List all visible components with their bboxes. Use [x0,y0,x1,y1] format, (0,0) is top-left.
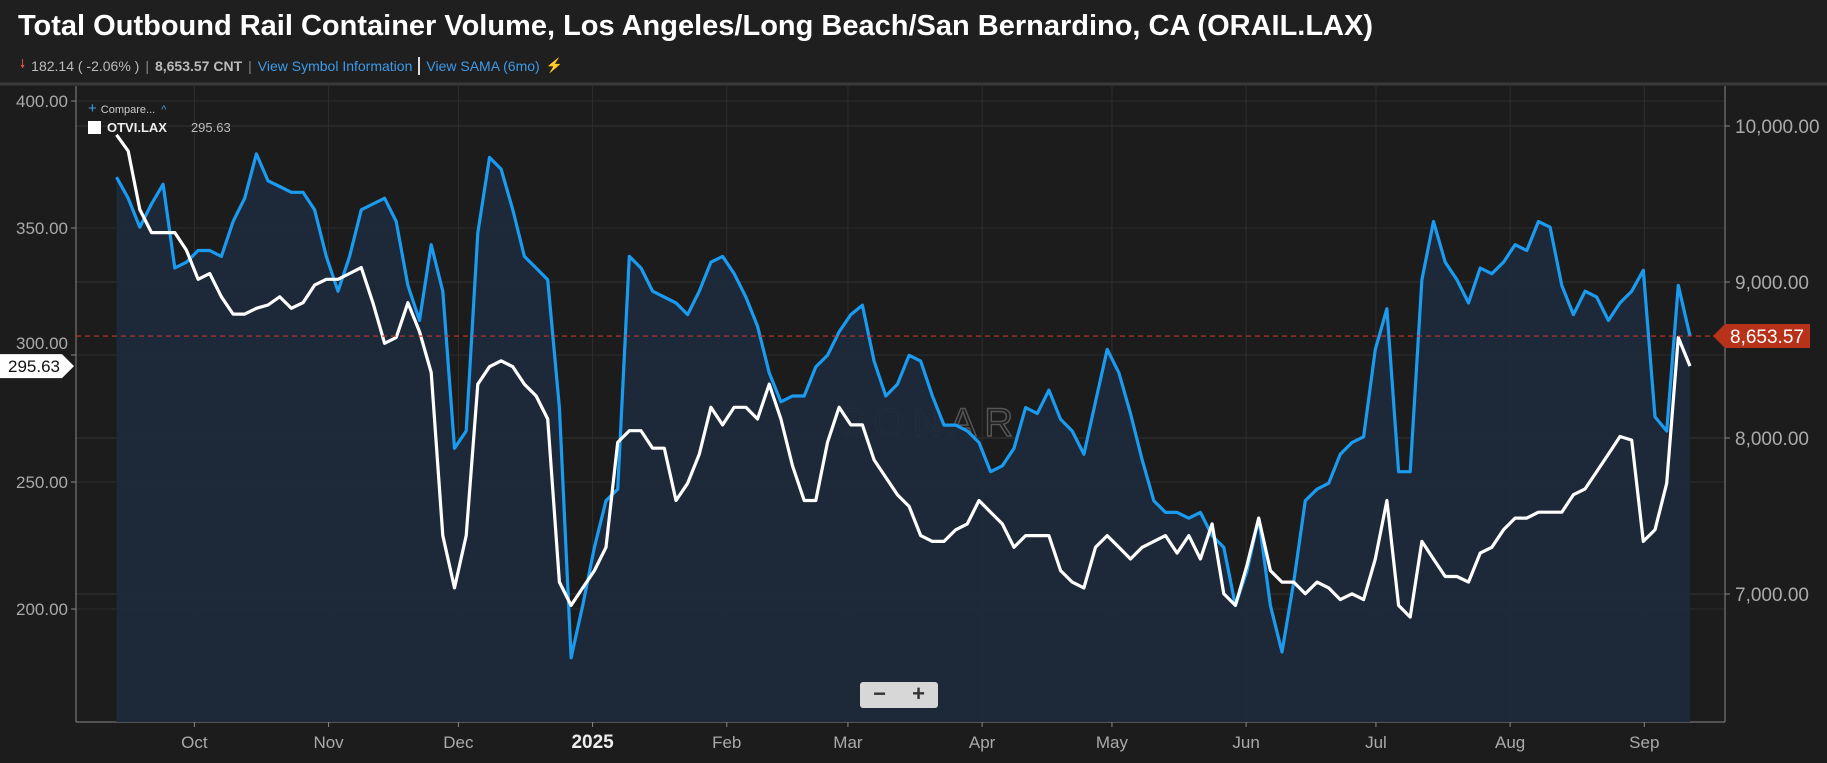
compare-button[interactable]: + Compare... ^ [88,100,166,117]
x-axis-tick-label: 2025 [571,732,614,753]
series-line-otvi.lax [115,133,1692,619]
x-axis-tick-label: Nov [313,733,344,752]
legend-item-otvi[interactable]: OTVI.LAX 295.63 [88,120,231,135]
x-axis-tick-label: Jun [1232,733,1259,752]
view-symbol-info-link[interactable]: View Symbol Information [257,57,413,74]
sama-chart-icon[interactable]: ⚡ [545,57,564,73]
symbol-summary: 🠗 182.14 ( -2.06% ) | 8,653.57 CNT | Vie… [20,55,563,76]
last-value-badge-left [0,354,74,379]
last-value-label-left: 295.63 [8,357,60,376]
chevron-up-icon: ^ [161,104,167,116]
left-axis-tick-label: 400.00 [16,92,68,111]
chart-title: Total Outbound Rail Container Volume, Lo… [18,10,1373,42]
zoom-controls: − + [860,682,938,708]
divider [418,56,421,75]
x-axis-tick-label: Feb [712,733,741,752]
plus-icon: + [88,100,97,117]
x-axis-tick-label: Apr [969,733,996,752]
x-axis-tick-label: Dec [443,733,474,752]
x-axis-tick-label: Jul [1365,733,1387,752]
down-arrow-icon: 🠗 [20,57,26,71]
legend-series-label: OTVI.LAX [107,120,167,135]
last-value-label-right: 8,653.57 [1730,327,1804,348]
left-axis-tick-label: 250.00 [16,473,68,492]
right-axis-tick-label: 7,000.00 [1735,585,1809,606]
legend-swatch [88,121,101,134]
divider: | [248,57,252,74]
right-axis-tick-label: 8,000.00 [1735,429,1809,450]
last-value-badge-right [1713,324,1810,349]
right-axis-tick-label: 9,000.00 [1735,273,1809,294]
current-value: 8,653.57 CNT [154,57,243,74]
x-axis-tick-label: Sep [1629,733,1659,752]
change-value: 182.14 ( -2.06% ) [31,57,140,74]
x-axis-tick-label: Mar [833,733,863,752]
right-axis-tick-label: 10,000.00 [1735,117,1820,138]
legend-series-value: 295.63 [190,120,231,135]
series-area-orail.lax [116,153,1690,722]
left-axis-tick-label: 200.00 [16,600,68,619]
x-axis-tick-label: Aug [1495,733,1525,752]
series-line-orail.lax [115,152,1692,660]
left-axis-tick-label: 350.00 [16,219,68,238]
x-axis-tick-label: Oct [181,733,208,752]
view-sama-link[interactable]: View SAMA (6mo) [426,57,540,74]
x-axis-tick-label: May [1096,733,1129,752]
compare-label: Compare... [100,104,156,116]
zoom-in-button[interactable]: + [912,681,925,706]
left-axis-tick-label: 300.00 [16,334,68,353]
zoom-out-button[interactable]: − [873,681,886,706]
divider: | [145,57,149,74]
